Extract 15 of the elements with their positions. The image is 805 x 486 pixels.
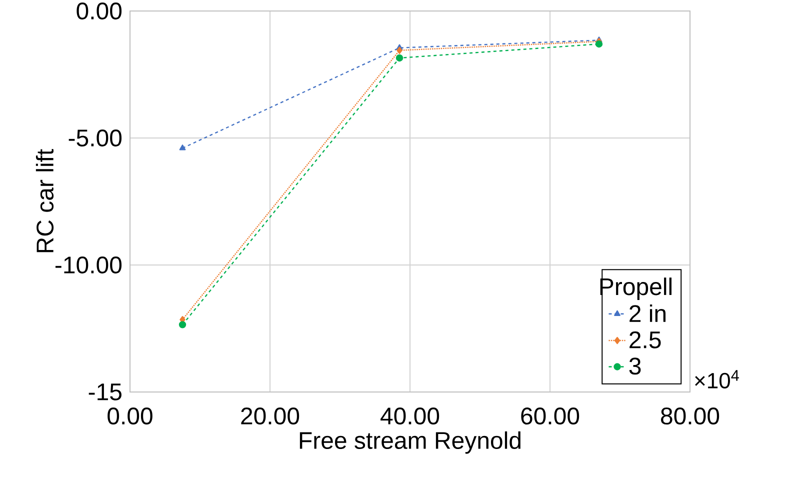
legend-label: 2 in	[630, 304, 666, 322]
y-tick-label: -10.00	[55, 256, 122, 274]
y-tick-label: -15	[88, 384, 122, 400]
x-tick-label: 0.00	[108, 408, 152, 425]
y-tick-label: 0.00	[76, 2, 122, 20]
x-axis-title: Free stream Reynold	[300, 431, 520, 454]
legend-label: 3	[629, 358, 641, 375]
y-tick-label: -5.00	[68, 130, 122, 146]
legend-label: 2.5	[630, 331, 661, 348]
text: ×10$^{4}$	[695, 370, 739, 388]
x-tick-label: 20.00	[241, 408, 300, 425]
y-axis-title: RC car lift	[36, 149, 54, 252]
x-tick-label: 80.00	[661, 408, 720, 425]
x-tick-label: 40.00	[380, 408, 440, 425]
x-tick-label: 60.00	[521, 408, 580, 425]
